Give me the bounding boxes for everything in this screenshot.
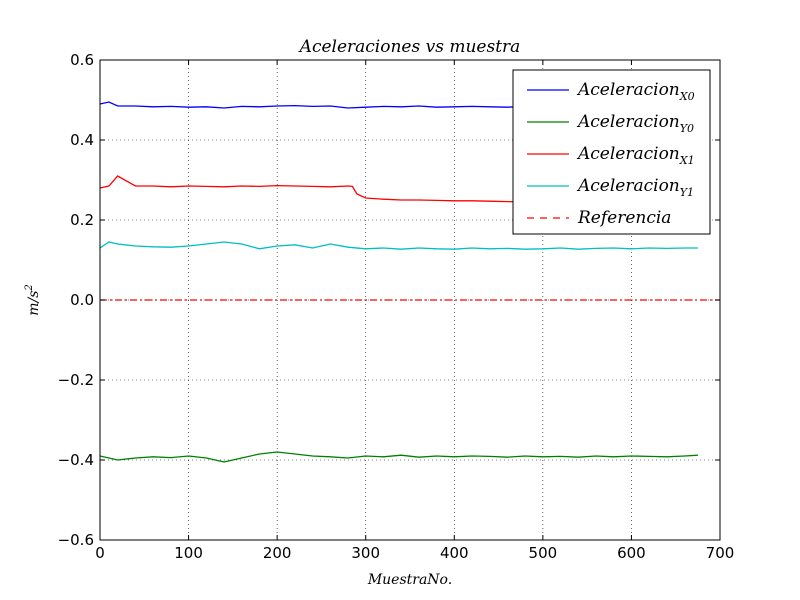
legend-label-text: Aceleracion (576, 80, 680, 100)
x-axis-label: MuestraNo. (367, 572, 452, 588)
x-tick-label: 500 (529, 544, 558, 562)
y-tick-label: −0.4 (58, 451, 94, 469)
legend-label: AceleracionX1 (576, 144, 695, 167)
y-tick-label: 0.2 (70, 211, 94, 229)
legend-label-subscript: X0 (679, 90, 695, 103)
series-line-4 (99, 241, 698, 250)
y-tick-label: 0.6 (70, 51, 94, 69)
y-tick-label: 0.0 (70, 291, 94, 309)
legend-label-text: Referencia (577, 208, 671, 228)
legend-label: AceleracionX0 (576, 80, 695, 103)
legend-label-text: Aceleracion (576, 144, 680, 164)
y-axis-label-text: m/s (26, 291, 42, 316)
x-tick-label: 600 (617, 544, 646, 562)
x-tick-label: 100 (174, 544, 203, 562)
y-axis-label: m/s2 (24, 284, 42, 316)
legend-label-subscript: Y1 (680, 186, 694, 199)
y-tick-label: −0.6 (58, 531, 94, 549)
series-line-2 (99, 451, 698, 463)
legend-label-text: Aceleracion (576, 112, 680, 132)
x-tick-label: 0 (95, 544, 105, 562)
y-axis-label-exponent: 2 (24, 284, 35, 291)
x-tick-label: 700 (706, 544, 735, 562)
x-tick-label: 400 (440, 544, 469, 562)
chart-title: Aceleraciones vs muestra (298, 37, 521, 57)
x-tick-label: 200 (263, 544, 292, 562)
legend-label: AceleracionY1 (576, 176, 694, 199)
legend-label-subscript: Y0 (680, 122, 694, 135)
y-tick-label: −0.2 (58, 371, 94, 389)
legend-label-text: Aceleracion (576, 176, 680, 196)
legend: AceleracionX0AceleracionY0AceleracionX1A… (512, 69, 711, 235)
x-tick-label: 300 (351, 544, 380, 562)
series-line-3 (99, 175, 561, 203)
legend-box (512, 69, 711, 235)
axis-ticks: 0 100 200 300 400 500 600 700 −0.6 −0.4 −0.2 0.0 0.2… (58, 51, 735, 562)
legend-label: Referencia (577, 208, 671, 228)
legend-label-subscript: X1 (679, 154, 695, 167)
y-tick-label: 0.4 (70, 131, 94, 149)
legend-label: AceleracionY0 (576, 112, 694, 135)
